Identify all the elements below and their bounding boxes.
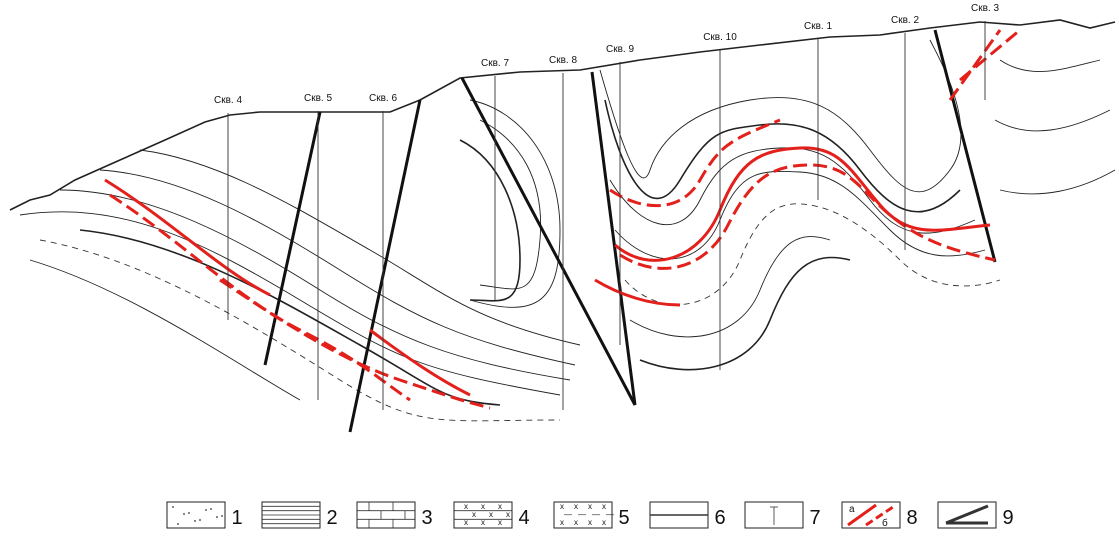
legend-item: 9: [938, 502, 1014, 529]
legend-swatch: [167, 502, 225, 528]
legend-number: 3: [421, 507, 432, 529]
borehole-label: Скв. 2: [891, 15, 919, 26]
legend-number: 6: [714, 507, 725, 529]
swatch-dot: [199, 519, 201, 521]
swatch-dot: [172, 506, 174, 508]
swatch-dot: [216, 516, 218, 518]
swatch-dot: [194, 520, 196, 522]
swatch-dot: [205, 509, 207, 511]
legend-number: 4: [518, 507, 529, 529]
legend-number: 9: [1002, 507, 1013, 529]
swatch-mark: —: [564, 510, 572, 519]
swatch-mark: x: [498, 502, 502, 511]
swatch-dot: [177, 523, 179, 525]
swatch-mark: x: [464, 518, 468, 527]
borehole-label: Скв. 7: [481, 58, 509, 69]
borehole-label: Скв. 5: [304, 93, 332, 104]
legend-number: 8: [906, 507, 917, 529]
swatch-mark: —: [592, 510, 600, 519]
swatch-mark: x: [472, 510, 476, 519]
borehole-label: Скв. 3: [971, 3, 999, 14]
legend-item: 7: [745, 502, 821, 529]
swatch-mark: x: [489, 510, 493, 519]
borehole-label: Скв. 8: [549, 55, 577, 66]
swatch-mark: x: [481, 502, 485, 511]
legend-sublabel: б: [882, 517, 888, 529]
faults: [265, 30, 995, 432]
swatch-mark: x: [506, 510, 510, 519]
legend-number: 1: [231, 507, 242, 529]
surface: [10, 20, 1115, 210]
legend-number: 5: [618, 507, 629, 529]
borehole-label: Скв. 1: [804, 21, 832, 32]
swatch-mark: x: [560, 518, 564, 527]
geologic-section: [10, 20, 1115, 432]
borehole-label: Скв. 10: [703, 32, 737, 43]
swatch-mark: x: [464, 502, 468, 511]
borehole-label: Скв. 4: [214, 95, 242, 106]
fault: [462, 78, 635, 405]
swatch-line: [946, 506, 988, 523]
swatch-mark: x: [588, 518, 592, 527]
swatch-dot: [221, 515, 223, 517]
swatch-mark: x: [574, 518, 578, 527]
swatch-dot: [210, 508, 212, 510]
fault: [592, 72, 635, 405]
legend-item: 6: [650, 502, 726, 529]
section-diagram: Скв. 4 Скв. 5 Скв. 6 Скв. 7 Скв. 8 Скв. 9 Скв.…: [0, 0, 1119, 536]
legend-number: 7: [809, 507, 820, 529]
swatch-dot: [183, 513, 185, 515]
swatch-mark: x: [481, 518, 485, 527]
borehole-label: Скв. 9: [606, 44, 634, 55]
ore-bodies: [105, 30, 1020, 408]
legend-item: а б 8: [842, 502, 918, 529]
legend-item: 2: [262, 502, 338, 529]
swatch-mark: x: [498, 518, 502, 527]
legend-sublabel: а: [849, 504, 855, 515]
swatch-mark: x: [602, 518, 606, 527]
legend-swatch: [357, 502, 415, 528]
legend-item: 1: [167, 502, 243, 529]
legend-number: 2: [326, 507, 337, 529]
swatch-mark: —: [606, 510, 614, 519]
swatch-dot: [188, 512, 190, 514]
legend-item: 3: [357, 502, 433, 529]
swatch-mark: —: [578, 510, 586, 519]
borehole-label: Скв. 6: [369, 93, 397, 104]
